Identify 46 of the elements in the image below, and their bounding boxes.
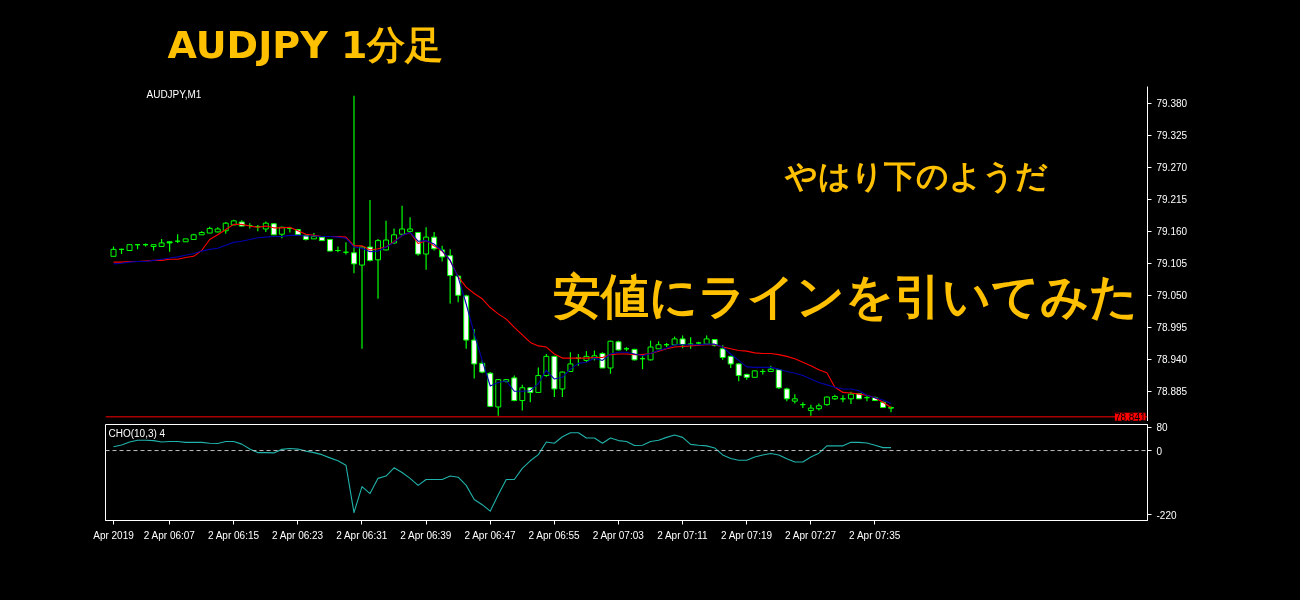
y-tick-label: 78.940 <box>1156 354 1188 366</box>
y-tick-label: 78.885 <box>1156 386 1188 398</box>
y-tick-label: 79.215 <box>1156 194 1188 206</box>
candlestick <box>359 245 365 350</box>
x-tick-label: 2 Apr 07:19 <box>720 529 773 541</box>
y-tick-label: 79.160 <box>1156 226 1188 238</box>
candlestick <box>447 248 454 305</box>
y-tick-label: 0 <box>1156 445 1163 457</box>
chart-subtitle: AUDJPY,M1 <box>146 88 202 100</box>
x-tick-label: 2 Apr 06:47 <box>464 529 516 541</box>
candlestick <box>471 328 478 380</box>
y-tick-label: 79.325 <box>1156 130 1188 142</box>
y-tick-label: 79.105 <box>1156 258 1188 270</box>
candlestick <box>423 226 430 271</box>
ref-line-label: 78.841 <box>1114 411 1146 423</box>
x-tick-label: 2 Apr 07:27 <box>785 529 837 541</box>
candlestick <box>888 405 894 413</box>
x-tick-label: 2 Apr 06:15 <box>207 529 260 541</box>
candlestick <box>383 220 390 252</box>
x-tick-label: 2 Apr 06:39 <box>400 529 452 541</box>
candlestick <box>350 95 357 274</box>
candlestick <box>511 374 518 402</box>
candlestick <box>559 370 566 398</box>
annotation: やはり下のようだ <box>783 156 1048 195</box>
annotation: 安値にラインを引いてみた <box>552 267 1138 324</box>
candlestick <box>519 384 526 412</box>
x-tick-label: 2 Apr 07:11 <box>657 529 708 541</box>
x-tick-label: 2 Apr 07:03 <box>592 529 645 541</box>
x-tick-label: 2 Apr 06:23 <box>272 529 324 541</box>
chart-title: CHO(10,3) 4 <box>108 427 166 439</box>
y-tick-label: 80 <box>1156 422 1169 434</box>
y-tick-label: 79.050 <box>1156 290 1188 302</box>
y-tick-label: 79.380 <box>1156 98 1188 110</box>
x-tick-label: 2 Apr 06:55 <box>528 529 581 541</box>
candlestick <box>735 362 742 382</box>
y-tick-label: 79.270 <box>1156 162 1188 174</box>
y-tick-label: -220 <box>1156 509 1177 521</box>
chart-title: AUDJPY 1分足 <box>167 22 444 67</box>
x-tick-label: 2 Apr 06:31 <box>336 529 388 541</box>
y-tick-label: 78.995 <box>1156 322 1188 334</box>
x-tick-label: 2 Apr 06:07 <box>143 529 196 541</box>
candlestick <box>807 404 814 417</box>
candlestick <box>407 216 414 234</box>
x-tick-label: 2 Apr 07:35 <box>849 529 901 541</box>
candlestick <box>399 205 406 236</box>
x-tick-label: Apr 2019 <box>93 529 135 541</box>
